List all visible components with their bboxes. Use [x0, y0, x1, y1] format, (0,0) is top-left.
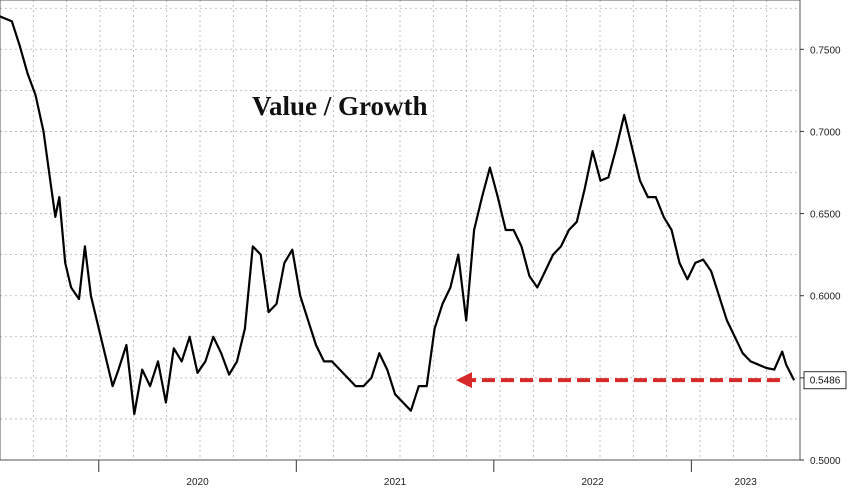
x-tick-label: 2022 [581, 477, 604, 488]
x-axis-ticks: 2020 2021 2022 2023 [98, 460, 758, 488]
arrow-annotation [456, 372, 780, 389]
y-tick-label: 0.5000 [810, 456, 841, 467]
y-tick-label: 0.7000 [810, 127, 841, 138]
x-tick-label: 2020 [186, 477, 209, 488]
y-tick-label: 0.7500 [810, 45, 841, 56]
last-value-marker: 0.5486 [803, 371, 847, 390]
last-value-label: 0.5486 [810, 376, 841, 387]
plot-frame [0, 0, 801, 461]
x-tick-label: 2023 [735, 477, 758, 488]
grid-lines [0, 0, 800, 461]
arrow-head [456, 372, 472, 389]
chart-title: Value / Growth [252, 91, 428, 121]
y-tick-label: 0.6500 [810, 210, 841, 221]
series-line [0, 15, 796, 416]
last-value-badge [803, 371, 847, 390]
y-tick-label: 0.6000 [810, 292, 841, 303]
series-layer [0, 15, 796, 416]
x-tick-label: 2021 [384, 477, 407, 488]
